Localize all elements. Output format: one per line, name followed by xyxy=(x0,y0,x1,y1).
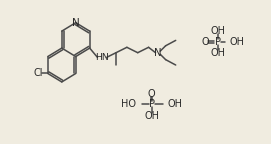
Text: OH: OH xyxy=(210,48,225,58)
Text: OH: OH xyxy=(229,37,244,47)
Text: O: O xyxy=(201,37,209,47)
Text: OH: OH xyxy=(210,26,225,36)
Text: OH: OH xyxy=(167,99,182,109)
Text: HN: HN xyxy=(95,53,109,62)
Text: P: P xyxy=(149,99,155,109)
Text: HO: HO xyxy=(121,99,136,109)
Text: O: O xyxy=(148,89,156,98)
Text: N: N xyxy=(72,18,80,28)
Text: N: N xyxy=(154,48,162,58)
Text: OH: OH xyxy=(144,111,159,121)
Text: P: P xyxy=(215,37,221,47)
Text: Cl: Cl xyxy=(34,69,43,78)
